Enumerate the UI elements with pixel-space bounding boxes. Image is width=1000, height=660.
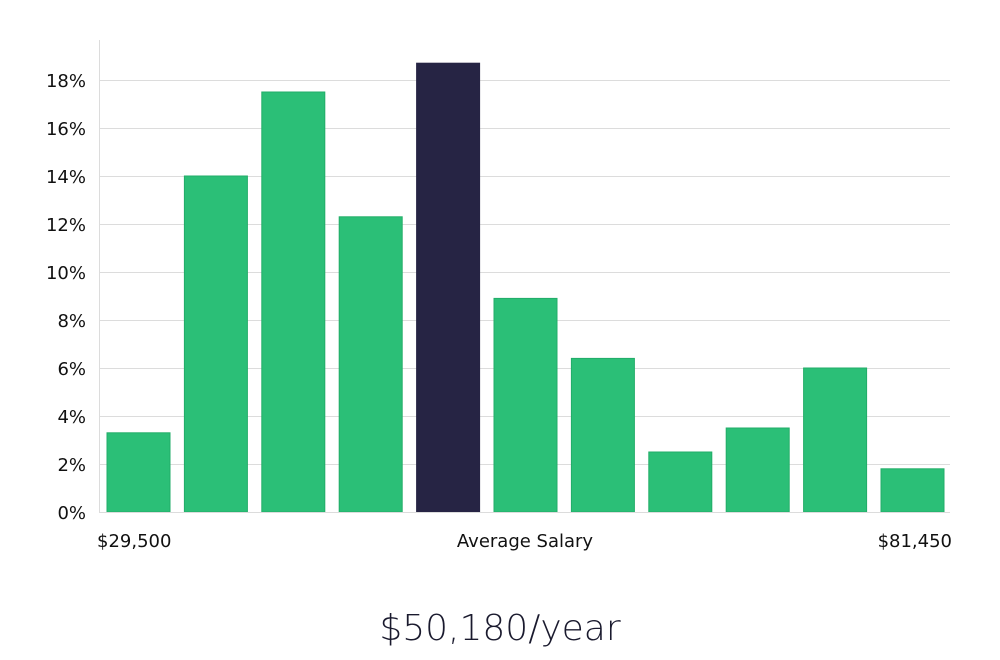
y-tick-label: 16% bbox=[46, 119, 86, 140]
bar bbox=[880, 468, 945, 513]
y-tick-label: 6% bbox=[57, 359, 86, 380]
bar bbox=[493, 297, 558, 513]
bar bbox=[106, 432, 171, 513]
average-salary-value: $50,180/year bbox=[379, 608, 621, 649]
x-max-label: $81,450 bbox=[878, 531, 952, 552]
bars bbox=[106, 62, 945, 513]
bar bbox=[648, 451, 713, 513]
bar bbox=[570, 357, 635, 513]
bar bbox=[183, 175, 248, 513]
bar bbox=[725, 427, 790, 513]
y-tick-label: 4% bbox=[57, 407, 86, 428]
bar bbox=[261, 91, 326, 513]
bar-average-highlight bbox=[416, 62, 481, 513]
y-tick-label: 12% bbox=[46, 215, 86, 236]
bar bbox=[338, 216, 403, 513]
x-axis-title: Average Salary bbox=[457, 531, 594, 552]
bar bbox=[803, 367, 868, 513]
y-tick-labels: 0% 2% 4% 6% 8% 10% 12% 14% 16% 18% bbox=[46, 71, 86, 524]
salary-histogram-chart: 0% 2% 4% 6% 8% 10% 12% 14% 16% 18% $29,500 Averag… bbox=[46, 40, 952, 552]
y-tick-label: 14% bbox=[46, 167, 86, 188]
y-tick-label: 8% bbox=[57, 311, 86, 332]
y-tick-label: 18% bbox=[46, 71, 86, 92]
y-tick-label: 10% bbox=[46, 263, 86, 284]
y-tick-label: 2% bbox=[57, 455, 86, 476]
x-min-label: $29,500 bbox=[97, 531, 171, 552]
y-tick-label: 0% bbox=[57, 503, 86, 524]
